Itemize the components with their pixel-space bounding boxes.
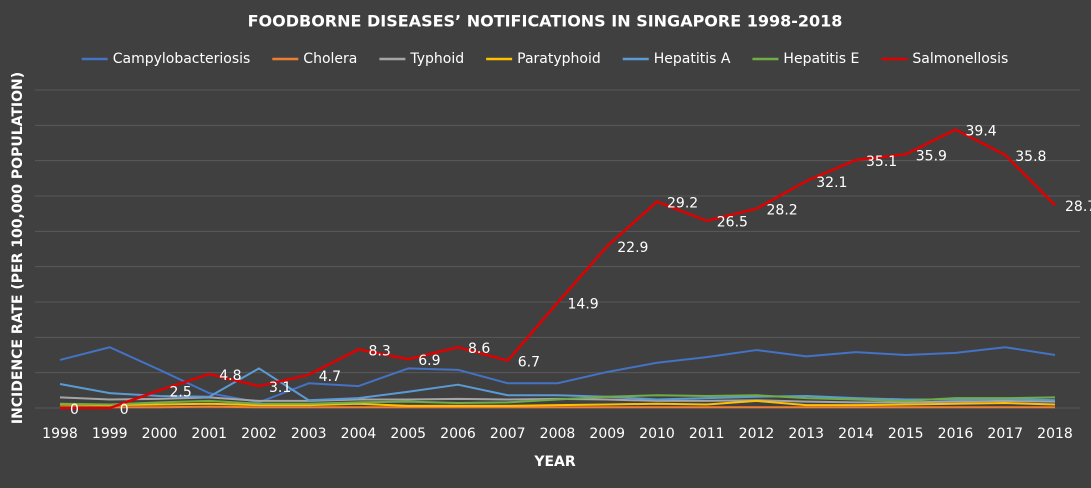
data-label: 39.4 bbox=[966, 124, 997, 140]
x-tick-label: 2010 bbox=[639, 426, 675, 442]
legend-label: Typhoid bbox=[409, 51, 464, 67]
x-tick-label: 2018 bbox=[1037, 426, 1073, 442]
x-tick-label: 2004 bbox=[341, 426, 377, 442]
data-label: 29.2 bbox=[667, 196, 698, 212]
x-tick-label: 2009 bbox=[589, 426, 625, 442]
x-tick-label: 2014 bbox=[838, 426, 874, 442]
data-label: 22.9 bbox=[617, 240, 648, 256]
x-tick-label: 2012 bbox=[739, 426, 775, 442]
x-tick-label: 2007 bbox=[490, 426, 526, 442]
series-line bbox=[60, 128, 1056, 410]
x-tick-label: 2003 bbox=[291, 426, 327, 442]
y-axis-title: INCIDENCE RATE (PER 100,000 POPULATION) bbox=[10, 72, 26, 424]
series-line bbox=[60, 405, 1055, 409]
x-tick-label: 2017 bbox=[987, 426, 1023, 442]
x-tick-label: 1998 bbox=[42, 426, 78, 442]
data-label: 8.6 bbox=[468, 341, 490, 357]
legend-label: Hepatitis E bbox=[783, 51, 859, 67]
data-label: 14.9 bbox=[568, 297, 599, 313]
data-label: 28.7 bbox=[1065, 199, 1091, 215]
x-axis-title: YEAR bbox=[533, 454, 576, 470]
x-tick-label: 2005 bbox=[390, 426, 426, 442]
x-tick-label: 1999 bbox=[92, 426, 128, 442]
series-line bbox=[59, 394, 1056, 406]
data-label: 28.2 bbox=[767, 203, 798, 219]
x-tick-label: 2008 bbox=[540, 426, 576, 442]
data-label: 8.3 bbox=[369, 343, 391, 359]
legend-label: Salmonellosis bbox=[912, 51, 1008, 67]
data-label: 0 bbox=[120, 402, 129, 418]
data-label: 4.8 bbox=[219, 368, 241, 384]
legend-label: Hepatitis A bbox=[654, 51, 731, 67]
legend-label: Campylobacteriosis bbox=[113, 51, 251, 67]
data-label: 2.5 bbox=[170, 384, 192, 400]
x-tick-label: 2006 bbox=[440, 426, 476, 442]
series-line bbox=[59, 399, 1056, 407]
x-tick-label: 2002 bbox=[241, 426, 277, 442]
legend-label: Paratyphoid bbox=[517, 51, 601, 67]
data-label: 35.8 bbox=[1015, 149, 1046, 165]
x-tick-label: 2016 bbox=[938, 426, 974, 442]
data-label: 6.9 bbox=[418, 353, 440, 369]
series-line bbox=[59, 346, 1056, 404]
data-label: 26.5 bbox=[717, 215, 748, 231]
data-label: 0 bbox=[70, 402, 79, 418]
data-label: 4.7 bbox=[319, 369, 341, 385]
x-tick-label: 2013 bbox=[788, 426, 824, 442]
data-label: 35.1 bbox=[866, 154, 897, 170]
chart-title: FOODBORNE DISEASES’ NOTIFICATIONS IN SIN… bbox=[248, 12, 843, 31]
legend: Campylobacteriosis Cholera Typhoid Paratyph… bbox=[81, 51, 1008, 67]
series-line bbox=[59, 367, 1056, 402]
x-tick-label: 2011 bbox=[689, 426, 725, 442]
data-label: 3.1 bbox=[269, 380, 291, 396]
legend-label: Cholera bbox=[303, 51, 357, 67]
x-tick-label: 2000 bbox=[142, 426, 178, 442]
data-label: 6.7 bbox=[518, 355, 540, 371]
data-label: 35.9 bbox=[916, 148, 947, 164]
x-tick-label: 2015 bbox=[888, 426, 924, 442]
data-label: 32.1 bbox=[816, 175, 847, 191]
x-tick-label: 2001 bbox=[191, 426, 227, 442]
